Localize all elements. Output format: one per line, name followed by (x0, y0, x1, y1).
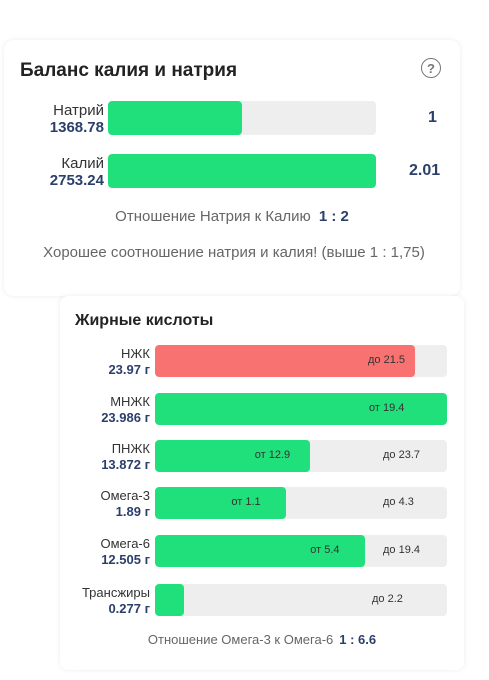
fatty-name: Трансжиры (81, 585, 150, 600)
sodium-potassium-ratio: Отношение Натрия к Калию 1 : 2 (4, 208, 460, 225)
omega-ratio-value: 1 : 6.6 (339, 632, 377, 647)
fatty-name: НЖК (121, 346, 150, 361)
help-icon[interactable]: ? (421, 58, 441, 78)
fatty-bar (155, 584, 447, 616)
fatty-bar-fill (155, 440, 310, 472)
fatty-bar (155, 345, 447, 377)
potassium-ratio: 2.01 (409, 162, 441, 179)
sodium-ratio: 1 (428, 109, 437, 126)
potassium-name: Калий (61, 155, 104, 172)
fatty-to-mark: до 21.5 (368, 354, 406, 366)
fatty-to-mark: до 19.4 (383, 544, 421, 556)
fatty-bar (155, 440, 447, 472)
fatty-value: 12.505 г (101, 552, 150, 567)
fatty-name: ПНЖК (111, 441, 150, 456)
balance-title: Баланс калия и натрия (20, 60, 238, 81)
fatty-bar (155, 535, 447, 567)
fatty-bar (155, 487, 447, 519)
balance-message: Хорошее соотношение натрия и калия! (выш… (43, 244, 425, 261)
fatty-name: МНЖК (110, 394, 150, 409)
fatty-bar-fill (155, 393, 447, 425)
fatty-value: 0.277 г (108, 601, 150, 616)
omega-ratio-label: Отношение Омега-3 к Омега-6 (147, 632, 334, 647)
fatty-value: 13.872 г (101, 457, 150, 472)
fatty-bar-fill (155, 487, 287, 519)
potassium-label: Калий 2753.24 (14, 155, 104, 189)
fatty-label: Трансжиры 0.277 г (78, 585, 150, 617)
fatty-label: Омега-6 12.505 г (78, 536, 150, 568)
sodium-bar (108, 101, 376, 135)
sodium-bar-fill (108, 101, 242, 135)
ratio-value: 1 : 2 (318, 208, 349, 225)
fatty-value: 23.97 г (108, 362, 150, 377)
sodium-name: Натрий (53, 102, 104, 119)
potassium-bar-fill (108, 154, 376, 188)
potassium-bar (108, 154, 376, 188)
sodium-label: Натрий 1368.78 (14, 102, 104, 136)
fatty-from-mark: от 1.1 (231, 496, 261, 508)
fatty-bar-fill (155, 584, 185, 616)
fatty-value: 23.986 г (101, 410, 150, 425)
fatty-label: Омега-3 1.89 г (78, 488, 150, 520)
fatty-bar (155, 393, 447, 425)
potassium-value: 2753.24 (49, 172, 104, 189)
fatty-bar-fill (155, 345, 415, 377)
fatty-bar-fill (155, 535, 366, 567)
fatty-from-mark: от 12.9 (254, 449, 291, 461)
fatty-label: ПНЖК 13.872 г (78, 441, 150, 473)
fatty-from-mark: от 19.4 (369, 402, 405, 414)
fatty-label: НЖК 23.97 г (78, 346, 150, 378)
fatty-title: Жирные кислоты (75, 312, 214, 329)
omega-ratio: Отношение Омега-3 к Омега-6 1 : 6.6 (60, 632, 464, 647)
fatty-name: Омега-3 (100, 488, 150, 503)
fatty-from-mark: от 5.4 (310, 544, 340, 556)
fatty-value: 1.89 г (115, 504, 150, 519)
fatty-to-mark: до 23.7 (383, 449, 421, 461)
fatty-to-mark: до 4.3 (383, 496, 414, 508)
sodium-value: 1368.78 (49, 119, 104, 136)
fatty-to-mark: до 2.2 (372, 593, 403, 605)
fatty-name: Омега-6 (100, 536, 150, 551)
ratio-label: Отношение Натрия к Калию (115, 208, 311, 225)
fatty-label: МНЖК 23.986 г (78, 394, 150, 426)
